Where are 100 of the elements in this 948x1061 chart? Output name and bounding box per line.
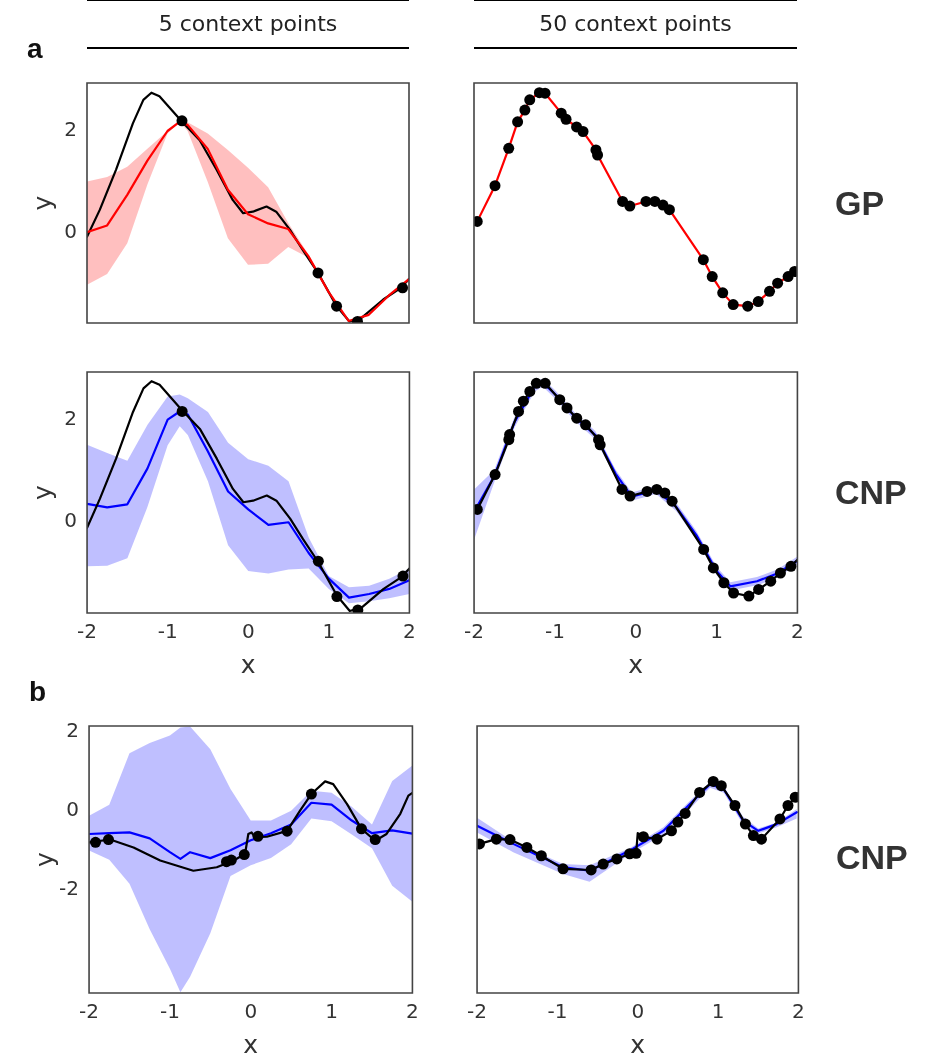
point xyxy=(752,296,764,308)
point xyxy=(651,833,663,845)
x-tick-label: -1 xyxy=(547,999,568,1024)
point xyxy=(679,807,691,819)
point xyxy=(561,402,573,414)
point xyxy=(238,849,250,861)
point xyxy=(539,377,551,389)
x-tick-label: -1 xyxy=(157,619,178,644)
point xyxy=(503,142,515,154)
point xyxy=(765,575,777,587)
point xyxy=(785,560,797,572)
point xyxy=(718,577,730,589)
point xyxy=(521,841,533,853)
point xyxy=(698,543,710,555)
point xyxy=(666,495,678,507)
text: a xyxy=(27,33,43,65)
x-tick-label: 2 xyxy=(792,999,805,1024)
point xyxy=(489,180,501,192)
point xyxy=(672,816,684,828)
y-tick-label: 0 xyxy=(64,219,77,244)
point xyxy=(782,800,794,812)
point xyxy=(597,858,609,870)
x-tick-label: -2 xyxy=(464,619,485,644)
point xyxy=(585,864,597,876)
point xyxy=(755,833,767,845)
point xyxy=(706,271,718,283)
x-axis-title: x xyxy=(630,1029,646,1059)
x-axis-title: x xyxy=(243,1029,259,1059)
point xyxy=(729,800,741,812)
text: CNP xyxy=(835,473,907,513)
chart-title: 5 context points xyxy=(87,0,409,49)
point xyxy=(331,300,343,312)
point xyxy=(649,195,661,207)
x-tick-label: 1 xyxy=(322,619,336,644)
point xyxy=(225,854,237,866)
y-axis-title: y xyxy=(29,851,59,867)
point xyxy=(397,570,409,582)
y-tick-label: 2 xyxy=(64,117,77,142)
point xyxy=(90,836,102,848)
point xyxy=(580,419,592,431)
point xyxy=(665,825,677,837)
text: b xyxy=(29,676,47,708)
point xyxy=(512,116,524,128)
point xyxy=(743,590,755,602)
point xyxy=(728,587,740,599)
point xyxy=(641,485,653,497)
x-tick-label: 0 xyxy=(631,999,645,1024)
point xyxy=(560,113,572,125)
point xyxy=(707,775,719,787)
point xyxy=(281,825,293,837)
text: GP xyxy=(835,183,885,223)
chart-title: 50 context points xyxy=(474,0,797,49)
point xyxy=(305,788,317,800)
point xyxy=(624,490,636,502)
point xyxy=(530,377,542,389)
x-axis-title: x xyxy=(628,649,644,679)
point xyxy=(513,405,525,417)
x-tick-label: -2 xyxy=(467,999,488,1024)
point xyxy=(651,483,663,495)
point xyxy=(571,412,583,424)
point xyxy=(789,791,799,803)
y-tick-label: 0 xyxy=(66,796,80,821)
point xyxy=(331,591,343,603)
point xyxy=(594,439,606,451)
y-tick-label: 2 xyxy=(66,717,80,742)
point xyxy=(176,405,188,417)
point xyxy=(517,395,529,407)
point xyxy=(397,282,409,294)
point xyxy=(659,487,671,499)
point xyxy=(489,469,501,481)
point xyxy=(490,833,502,845)
point xyxy=(707,562,719,574)
point xyxy=(717,287,729,299)
point xyxy=(611,853,623,865)
point xyxy=(504,834,516,846)
x-tick-label: 2 xyxy=(791,619,804,644)
text: CNP xyxy=(836,838,908,878)
point xyxy=(694,786,706,798)
x-tick-label: 0 xyxy=(629,619,643,644)
point xyxy=(697,254,709,266)
y-tick-label: -2 xyxy=(59,875,80,900)
x-tick-label: 1 xyxy=(711,999,725,1024)
point xyxy=(663,204,675,216)
point xyxy=(764,285,776,297)
point xyxy=(524,94,536,106)
point xyxy=(772,277,784,289)
point xyxy=(352,604,364,613)
point xyxy=(742,300,754,312)
point xyxy=(535,850,547,862)
x-tick-label: -1 xyxy=(544,619,565,644)
point xyxy=(747,830,759,842)
point xyxy=(102,834,114,846)
point xyxy=(592,149,604,161)
point xyxy=(524,385,536,397)
point xyxy=(727,299,739,311)
x-tick-label: 1 xyxy=(325,999,338,1024)
point xyxy=(577,126,589,138)
point xyxy=(557,863,569,875)
point xyxy=(753,583,765,595)
point xyxy=(774,813,786,825)
